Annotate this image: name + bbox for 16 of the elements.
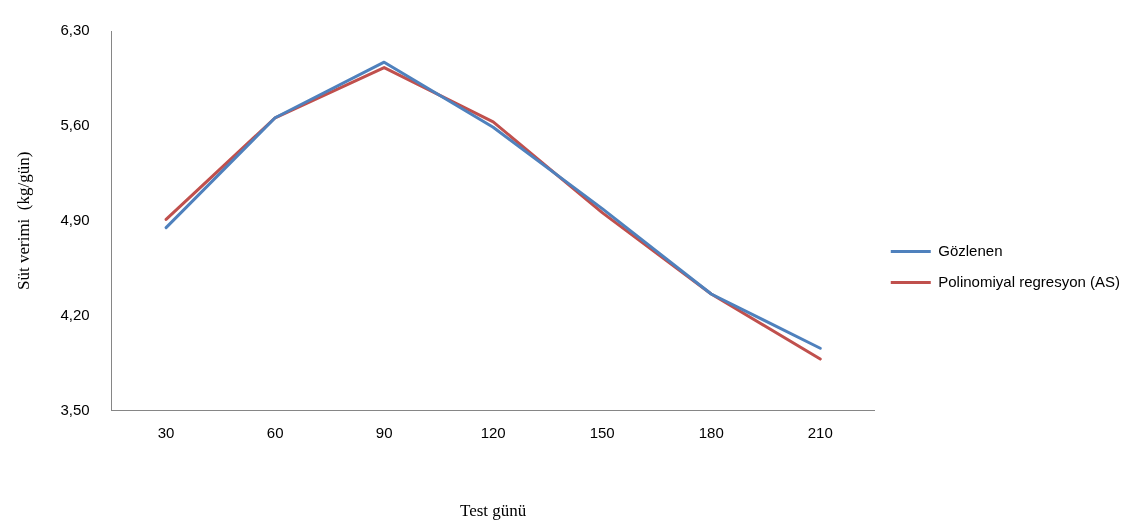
legend-label: Gözlenen xyxy=(938,241,1003,259)
x-tick-label: 60 xyxy=(266,423,284,441)
y-tick-label: 4,20 xyxy=(60,305,90,323)
x-tick-label: 90 xyxy=(375,423,393,441)
x-tick-label: 120 xyxy=(480,423,506,441)
y-axis-title: Süt verimi (kg/gün) xyxy=(13,151,33,290)
x-axis-title: Test günü xyxy=(460,501,527,521)
x-tick-label: 180 xyxy=(698,423,724,441)
x-tick-label: 210 xyxy=(807,423,833,441)
y-tick-label: 5,60 xyxy=(60,116,90,134)
x-tick-label: 150 xyxy=(589,423,615,441)
y-tick-label: 6,30 xyxy=(60,21,90,39)
y-tick-label: 4,90 xyxy=(60,210,90,228)
y-tick-label: 3,50 xyxy=(60,400,90,418)
x-tick-label: 30 xyxy=(157,423,175,441)
legend-label: Polinomiyal regresyon (AS) xyxy=(938,272,1121,290)
